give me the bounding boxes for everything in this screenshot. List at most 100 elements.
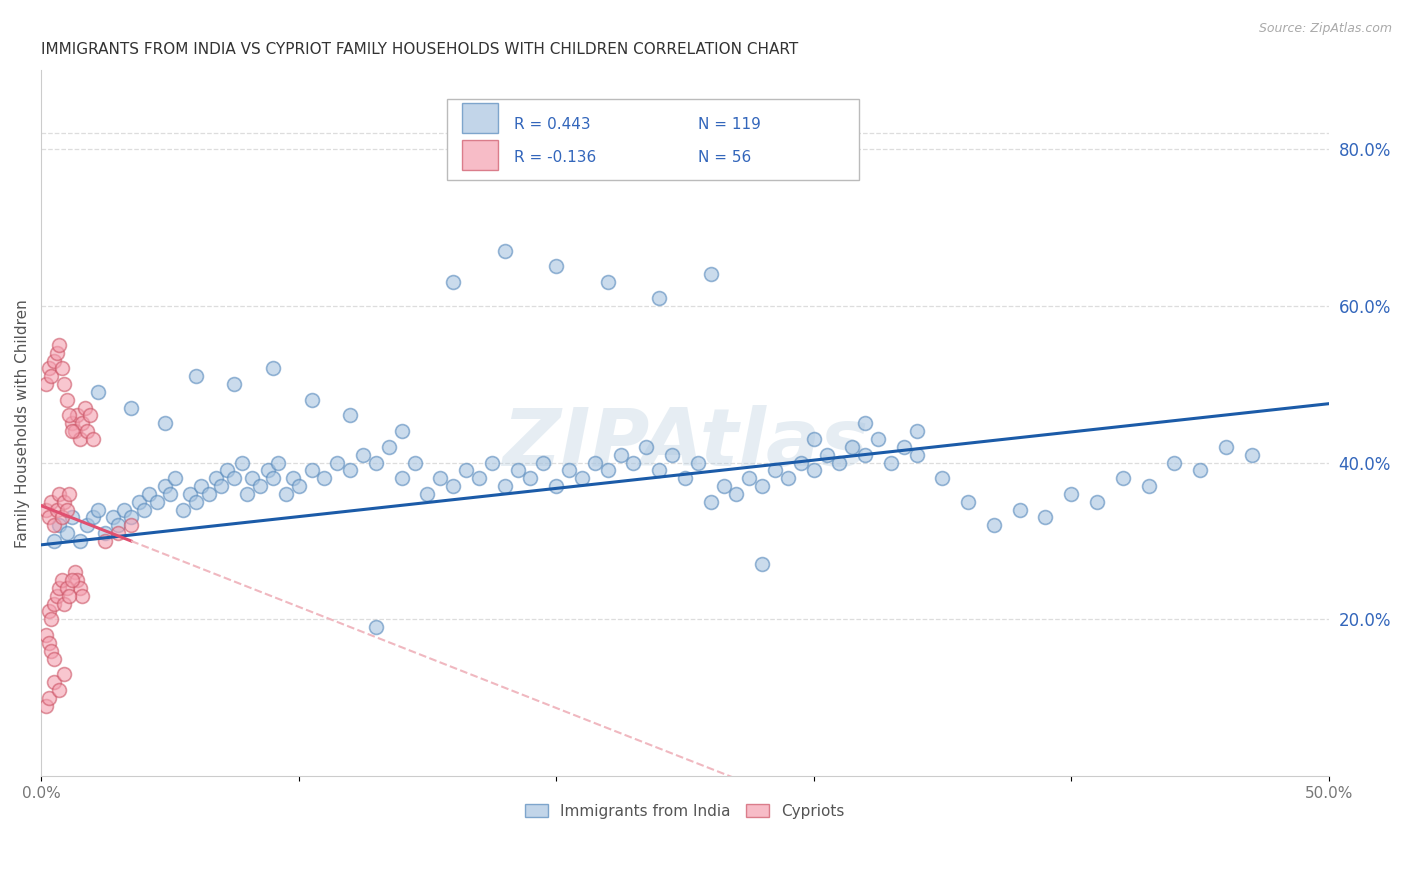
- Text: N = 56: N = 56: [697, 150, 751, 165]
- Text: N = 119: N = 119: [697, 117, 761, 132]
- Point: [42, 651, 65, 665]
- Point: [172, 502, 194, 516]
- Point: [112, 502, 135, 516]
- Point: [79, 409, 101, 423]
- Point: [699, 268, 721, 282]
- Point: [38, 361, 60, 376]
- Point: [738, 471, 761, 485]
- Point: [429, 471, 451, 485]
- Point: [209, 479, 232, 493]
- Point: [103, 510, 125, 524]
- Point: [163, 471, 186, 485]
- Point: [803, 432, 825, 446]
- Point: [1240, 448, 1263, 462]
- Text: Source: ZipAtlas.com: Source: ZipAtlas.com: [1258, 22, 1392, 36]
- Point: [107, 518, 129, 533]
- Point: [69, 533, 91, 548]
- Point: [623, 456, 645, 470]
- Point: [1188, 463, 1211, 477]
- Point: [828, 456, 851, 470]
- Point: [636, 440, 658, 454]
- Point: [42, 675, 65, 690]
- Bar: [463, 140, 498, 170]
- Point: [314, 471, 336, 485]
- Point: [546, 479, 568, 493]
- Point: [1060, 487, 1083, 501]
- Point: [763, 463, 786, 477]
- Point: [441, 275, 464, 289]
- Point: [215, 463, 238, 477]
- Point: [87, 502, 110, 516]
- Point: [1112, 471, 1135, 485]
- Point: [41, 494, 63, 508]
- Point: [391, 424, 413, 438]
- Point: [94, 533, 117, 548]
- Point: [120, 401, 142, 415]
- Point: [72, 417, 94, 431]
- Point: [725, 487, 748, 501]
- Point: [686, 456, 709, 470]
- Point: [231, 456, 253, 470]
- Point: [48, 682, 70, 697]
- Point: [236, 487, 259, 501]
- Point: [378, 440, 401, 454]
- Point: [301, 463, 323, 477]
- Point: [41, 612, 63, 626]
- Point: [326, 456, 349, 470]
- Point: [596, 275, 619, 289]
- Point: [179, 487, 201, 501]
- Point: [583, 456, 606, 470]
- Point: [58, 589, 80, 603]
- Point: [893, 440, 915, 454]
- Text: R = 0.443: R = 0.443: [513, 117, 591, 132]
- Point: [454, 463, 477, 477]
- Point: [51, 510, 73, 524]
- Point: [661, 448, 683, 462]
- Point: [51, 361, 73, 376]
- Point: [138, 487, 160, 501]
- Point: [352, 448, 374, 462]
- Point: [42, 597, 65, 611]
- Text: ZIPAtlas: ZIPAtlas: [502, 406, 868, 483]
- Point: [803, 463, 825, 477]
- Point: [45, 502, 67, 516]
- Point: [69, 581, 91, 595]
- Point: [931, 471, 953, 485]
- Text: R = -0.136: R = -0.136: [513, 150, 596, 165]
- Point: [48, 581, 70, 595]
- Point: [60, 424, 83, 438]
- Point: [128, 494, 150, 508]
- Point: [339, 463, 361, 477]
- Point: [53, 494, 76, 508]
- Point: [45, 345, 67, 359]
- Point: [673, 471, 696, 485]
- Point: [60, 510, 83, 524]
- Point: [58, 409, 80, 423]
- Point: [63, 566, 86, 580]
- Point: [776, 471, 799, 485]
- Point: [134, 502, 156, 516]
- Point: [468, 471, 491, 485]
- Point: [107, 526, 129, 541]
- Point: [35, 377, 58, 392]
- Point: [880, 456, 903, 470]
- Point: [531, 456, 554, 470]
- Point: [53, 597, 76, 611]
- Point: [41, 369, 63, 384]
- Point: [506, 463, 529, 477]
- Point: [42, 533, 65, 548]
- Point: [1215, 440, 1237, 454]
- Point: [364, 456, 387, 470]
- Point: [416, 487, 439, 501]
- Point: [56, 502, 79, 516]
- Point: [48, 338, 70, 352]
- Point: [159, 487, 181, 501]
- Point: [69, 432, 91, 446]
- Point: [262, 471, 284, 485]
- Point: [494, 244, 516, 258]
- Point: [262, 361, 284, 376]
- Point: [519, 471, 541, 485]
- Point: [63, 424, 86, 438]
- Point: [905, 424, 928, 438]
- Point: [713, 479, 735, 493]
